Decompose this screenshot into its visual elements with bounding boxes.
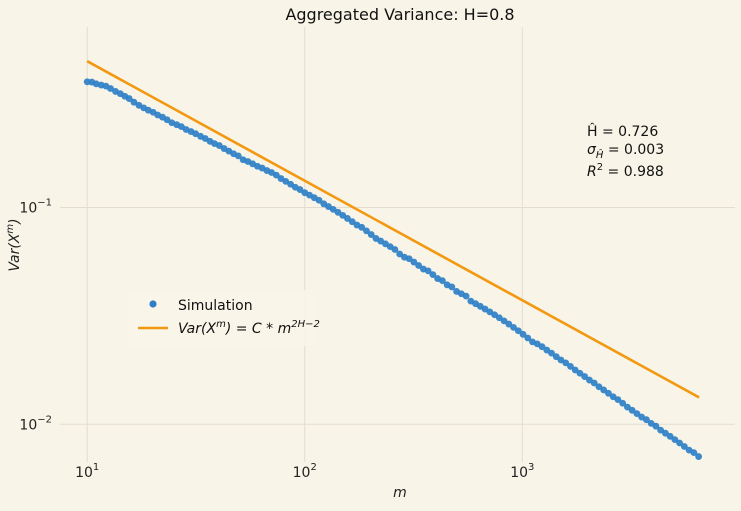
legend-label-fit: Var(Xm) = C * m2H−2 — [178, 319, 320, 337]
scatter-point — [695, 453, 703, 460]
scatter-point — [524, 334, 532, 342]
scatter-point — [424, 267, 432, 275]
gridlines — [60, 27, 735, 462]
y-label-main: Var(X — [7, 233, 23, 271]
scatter-point — [391, 246, 399, 253]
tick-exponent: 2 — [310, 462, 316, 473]
tick-base: 10 — [19, 200, 37, 216]
legend-fit-part3: ) = C * m — [225, 321, 291, 337]
scatter-point — [614, 396, 622, 403]
y-label-exp: m — [5, 224, 16, 234]
x-tick-label: 103 — [510, 462, 534, 481]
scatter-point — [548, 349, 555, 357]
scatter-point — [510, 323, 517, 331]
y-axis-label: Var(Xm) — [5, 218, 23, 271]
r2-exponent: 2 — [597, 162, 603, 173]
x-tick-label: 101 — [75, 462, 99, 481]
scatter-point — [538, 343, 546, 351]
sigma-value: = 0.003 — [603, 142, 664, 158]
legend-bg — [128, 290, 314, 346]
scatter-point — [272, 171, 280, 179]
scatter-point — [590, 379, 598, 387]
scatter-point — [519, 330, 527, 338]
scatter-point — [676, 439, 684, 447]
scatter-point — [514, 327, 522, 335]
scatter-point — [448, 283, 456, 291]
tick-exponent: −1 — [37, 197, 52, 208]
scatter-point — [315, 196, 323, 204]
scatter-point — [680, 443, 688, 450]
scatter-point — [107, 85, 114, 92]
scatter-point — [358, 223, 366, 231]
legend: Simulation Var(Xm) = C * m2H−2 — [128, 290, 320, 346]
legend-fit-part4: 2H−2 — [291, 319, 320, 330]
scatter-point — [671, 436, 679, 443]
y-label-close: ) — [7, 218, 23, 224]
scatter-point — [619, 399, 627, 407]
scatter-point — [581, 373, 589, 380]
tick-exponent: 3 — [528, 462, 534, 473]
sigma-subscript: Ĥ — [596, 148, 604, 161]
scatter-point — [348, 218, 356, 226]
x-axis-label: m — [393, 485, 407, 501]
stats-annotation: Ĥ = 0.726 σĤ = 0.003 R2 = 0.988 — [587, 122, 664, 180]
scatter-point — [628, 406, 636, 414]
legend-fit-part2: m — [216, 319, 226, 330]
scatter-point — [130, 98, 138, 106]
scatter-point — [567, 362, 574, 370]
scatter-point — [562, 359, 570, 367]
scatter-point — [690, 449, 698, 457]
scatter-point — [633, 410, 641, 418]
tick-base: 10 — [19, 417, 37, 433]
tick-exponent: 1 — [93, 462, 99, 473]
tick-base: 10 — [293, 465, 311, 481]
scatter-point — [125, 95, 133, 102]
tick-base: 10 — [75, 465, 93, 481]
sigma-symbol: σ — [587, 142, 597, 158]
scatter-point — [344, 215, 351, 222]
scatter-point — [415, 262, 423, 269]
y-tick-labels: 10−110−2 — [19, 197, 52, 433]
chart-title: Aggregated Variance: H=0.8 — [285, 5, 514, 24]
scatter-point — [666, 432, 674, 440]
scatter-point — [462, 292, 470, 300]
y-tick-label: 10−2 — [19, 414, 52, 433]
scatter-points — [83, 78, 703, 460]
y-tick-label: 10−1 — [19, 197, 52, 216]
scatter-point — [429, 271, 437, 279]
tick-base: 10 — [510, 465, 528, 481]
r2-value: = 0.988 — [603, 164, 664, 180]
tick-exponent: −2 — [37, 414, 52, 425]
scatter-point — [652, 422, 660, 430]
sigma-h-annotation: σĤ = 0.003 — [587, 142, 664, 161]
fit-line-layer — [86, 60, 700, 399]
scatter-point — [505, 320, 513, 328]
scatter-point — [363, 227, 370, 235]
scatter-point — [410, 258, 418, 266]
r2-annotation: R2 = 0.988 — [587, 162, 664, 180]
scatter-point — [595, 383, 603, 391]
fit-line — [86, 60, 700, 399]
x-tick-labels: 101 102 103 — [75, 462, 534, 481]
scatter-point — [642, 416, 650, 424]
scatter-point — [405, 255, 413, 263]
scatter-point — [438, 277, 446, 285]
legend-marker-simulation — [149, 300, 157, 308]
r2-symbol: R — [587, 164, 597, 180]
scatter-point — [576, 369, 584, 377]
h-hat-annotation: Ĥ = 0.726 — [587, 122, 658, 140]
x-tick-label: 102 — [293, 462, 317, 481]
scatter-point — [600, 386, 608, 394]
scatter-point — [605, 389, 612, 397]
scatter-point — [367, 231, 375, 238]
legend-fit-part1: Var(X — [178, 321, 216, 337]
scatter-point — [234, 152, 242, 160]
legend-label-simulation: Simulation — [178, 298, 253, 314]
